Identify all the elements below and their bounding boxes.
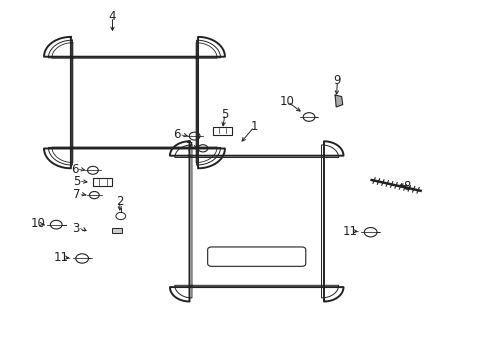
Text: 6: 6 [71, 163, 78, 176]
FancyBboxPatch shape [207, 247, 305, 266]
Text: 10: 10 [280, 95, 294, 108]
Text: 11: 11 [54, 251, 69, 264]
Text: 11: 11 [342, 225, 357, 238]
Text: 7: 7 [73, 188, 81, 201]
Text: 8: 8 [403, 180, 410, 193]
Polygon shape [334, 95, 342, 107]
Text: 9: 9 [333, 74, 341, 87]
Text: 5: 5 [221, 108, 228, 121]
FancyBboxPatch shape [212, 127, 232, 135]
Text: 1: 1 [250, 120, 258, 133]
Text: 5: 5 [73, 175, 81, 188]
FancyBboxPatch shape [93, 178, 112, 186]
Text: 7: 7 [185, 141, 193, 154]
Text: 2: 2 [116, 195, 123, 208]
Bar [112, 228, 122, 233]
Text: 3: 3 [72, 222, 80, 235]
Text: 6: 6 [173, 129, 181, 141]
Text: 10: 10 [30, 217, 45, 230]
Text: 4: 4 [108, 10, 116, 23]
